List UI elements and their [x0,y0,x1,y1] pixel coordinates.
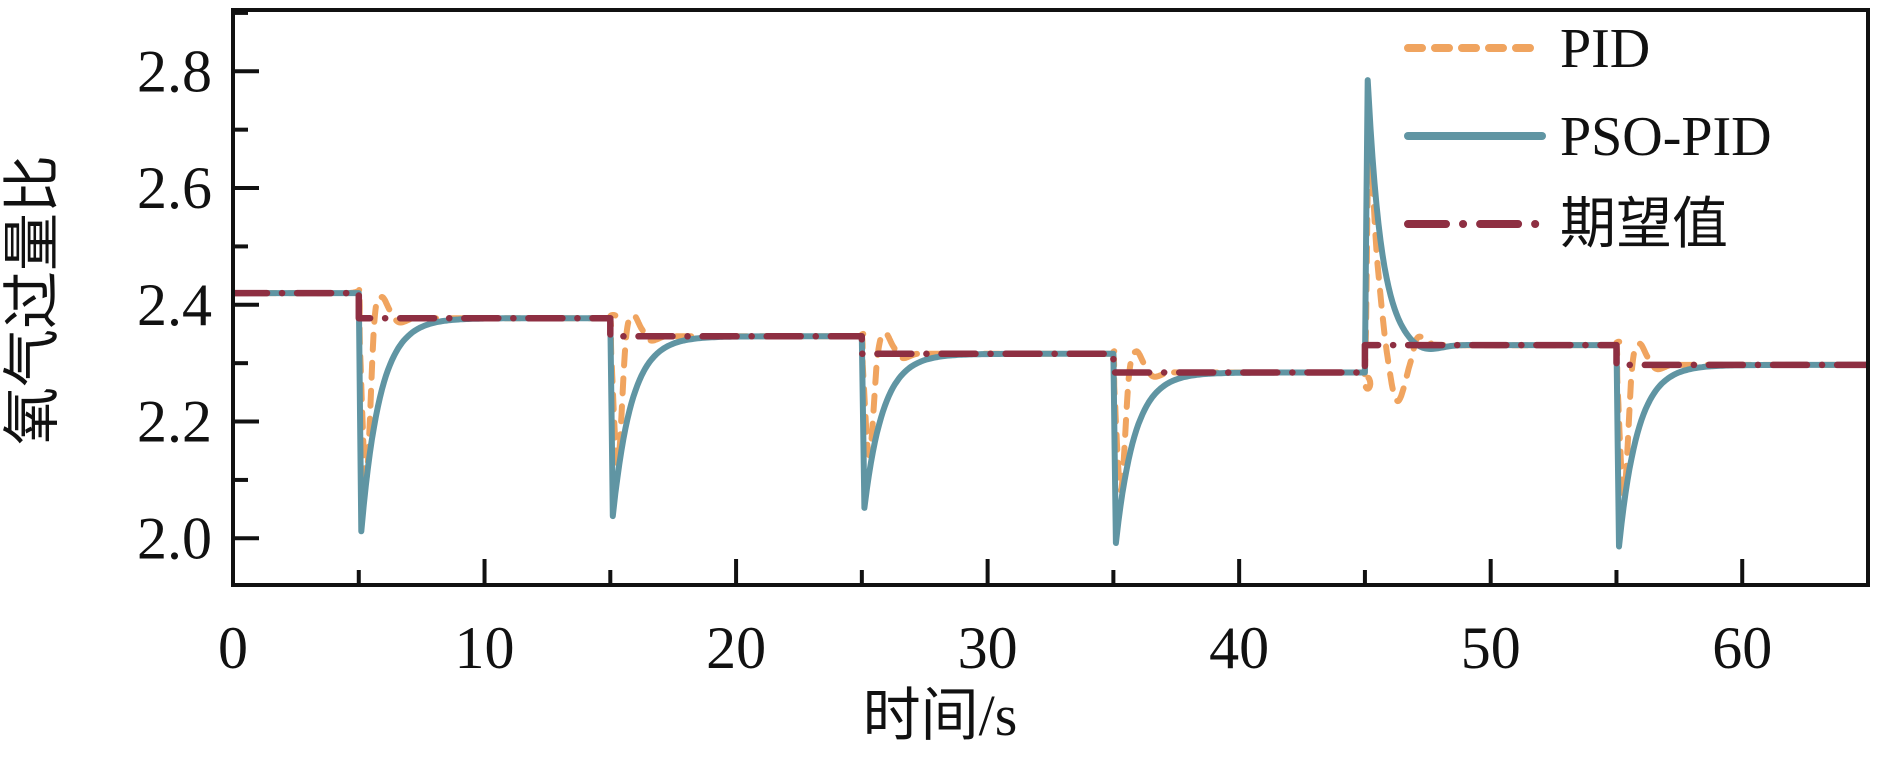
legend-label: PSO-PID [1560,106,1772,168]
axes-layer: 0 10 20 30 40 50 60 2.0 2.2 2.4 2.6 2.8 [137,10,1772,681]
x-axis-title: 时间/s [863,683,1018,748]
y-tick-label: 2.0 [137,505,212,571]
legend-label: PID [1560,18,1650,80]
x-tick-label: 30 [958,615,1018,681]
legend-item-pid: PID [1404,18,1650,80]
x-tick-label: 60 [1712,615,1772,681]
legend-item-pso-pid: PSO-PID [1404,106,1772,168]
y-tick-label: 2.8 [137,38,212,104]
x-tick-label: 50 [1461,615,1521,681]
x-tick-label: 0 [218,615,248,681]
y-tick-label: 2.4 [137,272,212,338]
plot-border [231,8,1870,587]
curve-layer [235,77,1866,550]
y-axis-title: 氧气过量比 [0,155,65,445]
legend-item--: 期望值 [1404,194,1728,256]
y-tick-label: 2.2 [137,389,212,455]
legend-label: 期望值 [1560,194,1728,256]
legend: PID PSO-PID 期望值 [1404,18,1772,256]
setpoint-curve [235,289,1866,376]
x-tick-label: 40 [1209,615,1269,681]
y-tick-label: 2.6 [137,155,212,221]
x-tick-label: 20 [706,615,766,681]
x-tick-label: 10 [455,615,515,681]
